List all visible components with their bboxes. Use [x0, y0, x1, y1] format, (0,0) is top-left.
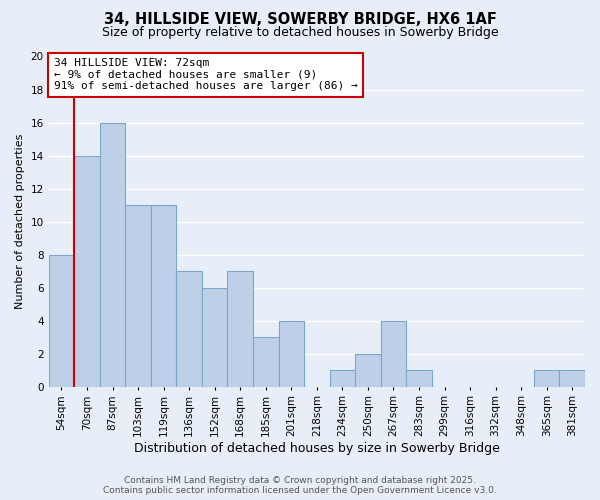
Bar	[534, 370, 559, 386]
Bar	[100, 122, 125, 386]
Text: Size of property relative to detached houses in Sowerby Bridge: Size of property relative to detached ho…	[101, 26, 499, 39]
Bar	[227, 271, 253, 386]
Text: 34, HILLSIDE VIEW, SOWERBY BRIDGE, HX6 1AF: 34, HILLSIDE VIEW, SOWERBY BRIDGE, HX6 1…	[104, 12, 496, 28]
Bar	[559, 370, 585, 386]
Text: 34 HILLSIDE VIEW: 72sqm
← 9% of detached houses are smaller (9)
91% of semi-deta: 34 HILLSIDE VIEW: 72sqm ← 9% of detached…	[54, 58, 358, 92]
Bar	[329, 370, 355, 386]
Bar	[278, 320, 304, 386]
X-axis label: Distribution of detached houses by size in Sowerby Bridge: Distribution of detached houses by size …	[134, 442, 500, 455]
Bar	[125, 205, 151, 386]
Bar	[380, 320, 406, 386]
Bar	[151, 205, 176, 386]
Bar	[406, 370, 432, 386]
Bar	[202, 288, 227, 386]
Text: Contains HM Land Registry data © Crown copyright and database right 2025.
Contai: Contains HM Land Registry data © Crown c…	[103, 476, 497, 495]
Bar	[355, 354, 380, 386]
Bar	[176, 271, 202, 386]
Bar	[253, 337, 278, 386]
Bar	[74, 156, 100, 386]
Bar	[49, 254, 74, 386]
Y-axis label: Number of detached properties: Number of detached properties	[15, 134, 25, 310]
